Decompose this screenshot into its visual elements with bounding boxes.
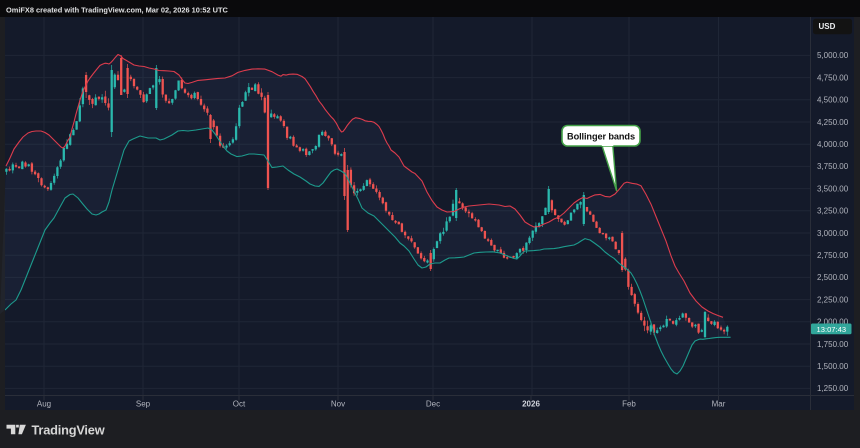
- svg-text:Aug: Aug: [37, 400, 51, 409]
- svg-text:Nov: Nov: [331, 400, 345, 409]
- svg-text:Feb: Feb: [622, 400, 636, 409]
- svg-text:Sep: Sep: [136, 400, 151, 409]
- svg-text:2,750.00: 2,750.00: [817, 251, 849, 260]
- svg-text:4,000.00: 4,000.00: [817, 140, 849, 149]
- svg-text:4,250.00: 4,250.00: [817, 118, 849, 127]
- svg-text:USD: USD: [819, 22, 836, 31]
- svg-text:3,000.00: 3,000.00: [817, 229, 849, 238]
- svg-text:4,750.00: 4,750.00: [817, 73, 849, 82]
- svg-text:4,500.00: 4,500.00: [817, 96, 849, 105]
- svg-text:3,500.00: 3,500.00: [817, 184, 849, 193]
- svg-text:OmiFX8 created with TradingVie: OmiFX8 created with TradingView.com, Mar…: [6, 5, 228, 14]
- svg-text:1,750.00: 1,750.00: [817, 340, 849, 349]
- svg-text:3,250.00: 3,250.00: [817, 207, 849, 216]
- svg-text:Mar: Mar: [712, 400, 726, 409]
- svg-text:2026: 2026: [522, 400, 540, 409]
- svg-text:1,500.00: 1,500.00: [817, 362, 849, 371]
- svg-text:Bollinger bands: Bollinger bands: [567, 131, 635, 141]
- svg-text:13:07:43: 13:07:43: [817, 325, 847, 334]
- svg-text:2,000.00: 2,000.00: [817, 318, 849, 327]
- svg-text:5,000.00: 5,000.00: [817, 51, 849, 60]
- svg-text:Oct: Oct: [233, 400, 246, 409]
- svg-text:3,750.00: 3,750.00: [817, 162, 849, 171]
- svg-text:Dec: Dec: [426, 400, 440, 409]
- svg-text:2,500.00: 2,500.00: [817, 273, 849, 282]
- svg-text:TradingView: TradingView: [32, 423, 105, 438]
- svg-text:1,250.00: 1,250.00: [817, 384, 849, 393]
- svg-text:2,250.00: 2,250.00: [817, 295, 849, 304]
